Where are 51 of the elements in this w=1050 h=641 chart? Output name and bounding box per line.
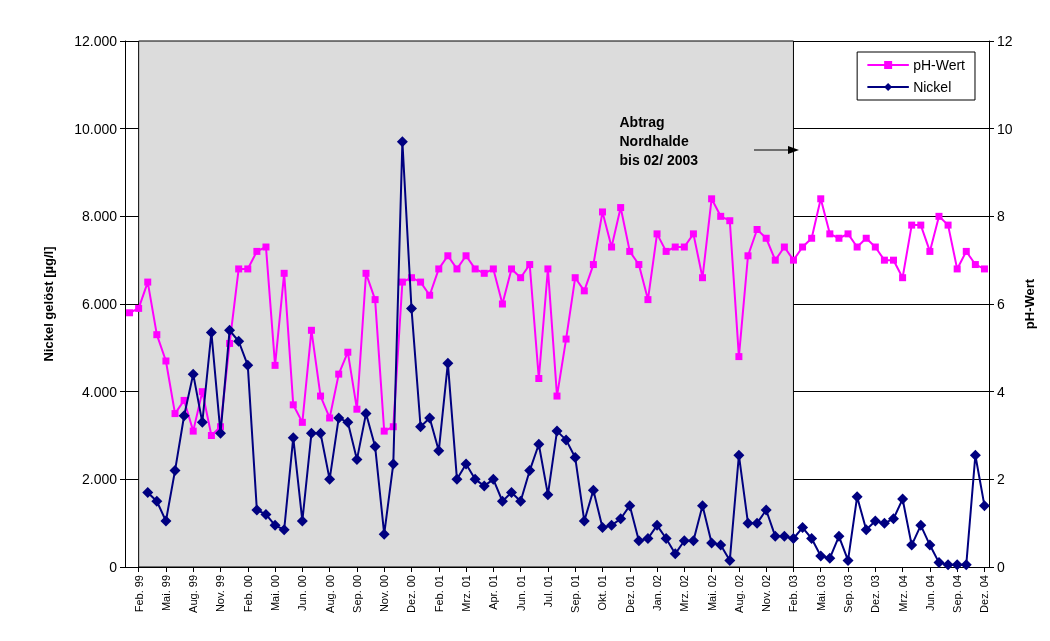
x-tick-label: Jun. 00 xyxy=(296,575,309,612)
y2-tick-label: 6 xyxy=(997,296,1005,312)
y-tick-label: 8.000 xyxy=(81,208,118,225)
y-tick-label: 2.000 xyxy=(81,471,118,488)
x-tick-label: Feb. 00 xyxy=(241,575,254,613)
x-tick-label: Nov. 02 xyxy=(760,575,773,613)
x-tick-label: Sep. 04 xyxy=(951,575,964,613)
y2-tick-label: 8 xyxy=(997,208,1005,225)
x-tick-label: Feb. 99 xyxy=(132,575,145,613)
x-tick-label: Nov. 00 xyxy=(378,575,391,613)
x-tick-label: Mai. 99 xyxy=(159,575,172,612)
x-tick-label: Nov. 99 xyxy=(214,575,227,613)
x-tick-label: Dez. 00 xyxy=(405,575,418,613)
y2-tick-label: 4 xyxy=(997,383,1005,400)
y2-tick-label: 12 xyxy=(997,33,1013,49)
y-tick-label: 12.000 xyxy=(74,33,118,49)
x-tick-label: Apr. 01 xyxy=(487,575,500,610)
y-tick-label: 0 xyxy=(109,559,118,575)
y2-tick-label: 0 xyxy=(997,559,1005,575)
x-tick-label: Aug. 02 xyxy=(732,575,745,613)
x-tick-label: Feb. 01 xyxy=(432,575,445,613)
y-tick-label: 6.000 xyxy=(81,296,118,312)
y-tick-label: 10.000 xyxy=(74,120,118,137)
y-tick-label: 4.000 xyxy=(81,383,118,400)
x-tick-label: Jan. 02 xyxy=(651,575,664,612)
x-tick-label: Sep. 01 xyxy=(569,575,582,613)
x-tick-label: Jun. 01 xyxy=(514,575,527,612)
y2-tick-label: 10 xyxy=(997,120,1013,137)
x-tick-label: Dez. 04 xyxy=(978,575,991,613)
y2-tick-label: 2 xyxy=(997,471,1005,488)
x-tick-label: Mai. 02 xyxy=(705,575,718,612)
x-tick-label: Mrz. 02 xyxy=(678,575,691,612)
x-tick-label: Mai. 03 xyxy=(814,575,827,612)
x-tick-label: Sep. 03 xyxy=(842,575,855,613)
x-tick-label: Mrz. 01 xyxy=(460,575,473,612)
legend-label: Nickel xyxy=(913,79,952,95)
y2-axis-title: pH-Wert xyxy=(1022,278,1038,330)
x-tick-label: Jun. 04 xyxy=(923,575,936,612)
x-tick-label: Mrz. 04 xyxy=(896,575,909,612)
x-tick-label: Dez. 01 xyxy=(623,575,636,613)
x-tick-label: Aug. 00 xyxy=(323,575,336,613)
x-tick-label: Mai. 00 xyxy=(269,575,282,612)
x-tick-label: Jul. 01 xyxy=(541,575,554,608)
x-tick-label: Aug. 99 xyxy=(187,575,200,613)
x-tick-label: Okt. 01 xyxy=(596,575,609,611)
y-axis-title: Nickel gelöst [µg/l] xyxy=(41,246,56,362)
x-tick-label: Sep. 00 xyxy=(350,575,363,613)
x-tick-label: Feb. 03 xyxy=(787,575,800,613)
legend-label: pH-Wert xyxy=(913,57,966,73)
annotation: Abtrag Nordhalde bis 02/ 2003 xyxy=(619,114,699,168)
x-tick-label: Dez. 03 xyxy=(869,575,882,613)
